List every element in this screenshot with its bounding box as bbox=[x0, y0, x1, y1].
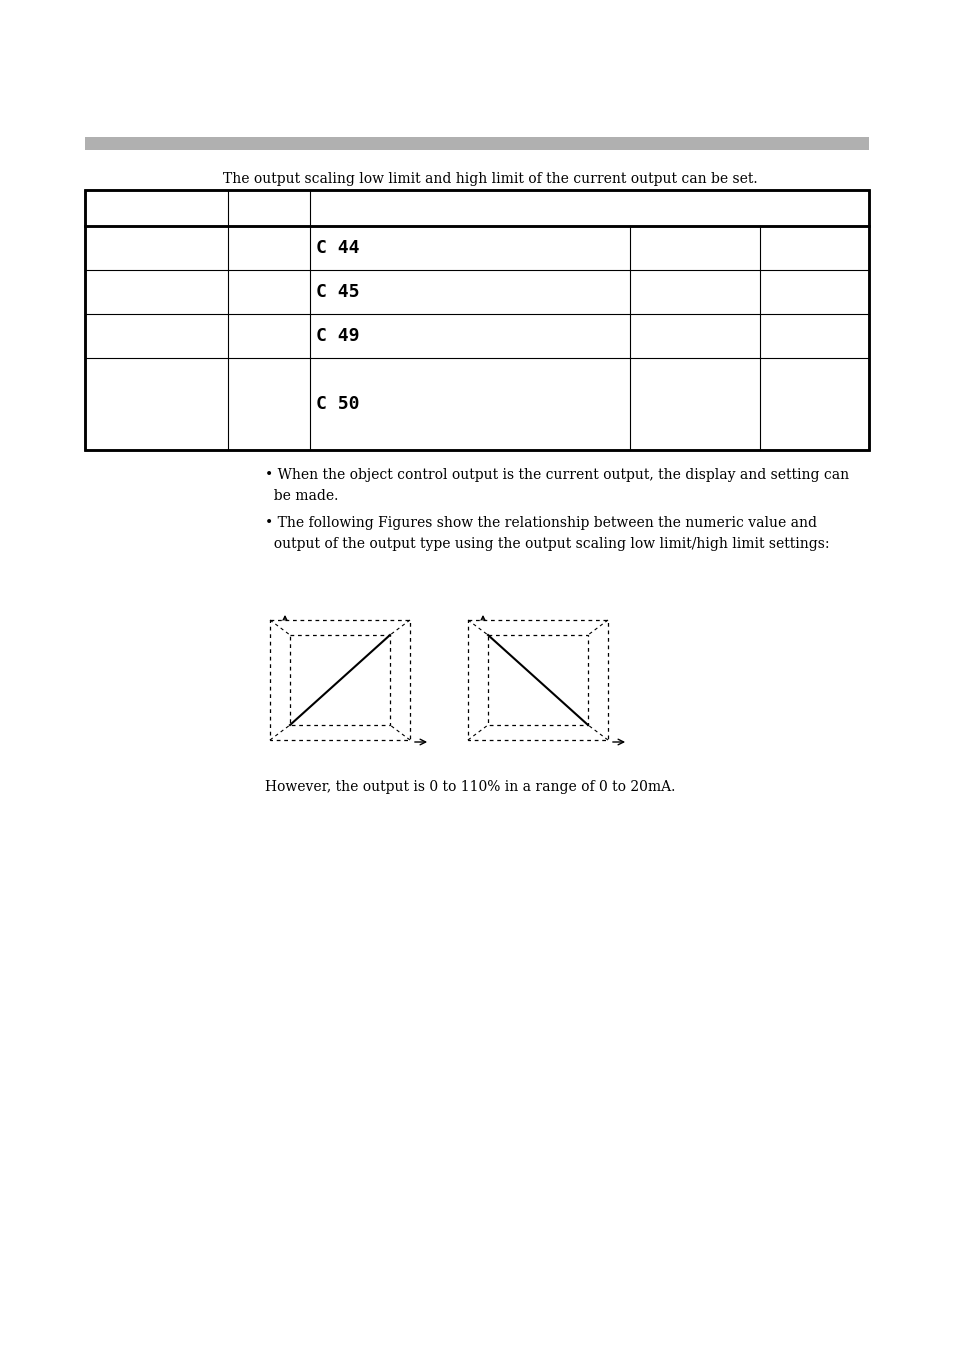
Text: C 45: C 45 bbox=[315, 282, 359, 301]
Text: • When the object control output is the current output, the display and setting : • When the object control output is the … bbox=[265, 467, 848, 503]
Bar bbox=[290, 635, 390, 725]
Bar bbox=[270, 620, 410, 740]
Text: However, the output is 0 to 110% in a range of 0 to 20mA.: However, the output is 0 to 110% in a ra… bbox=[265, 780, 675, 794]
Text: C 44: C 44 bbox=[315, 239, 359, 257]
Bar bbox=[85, 190, 868, 450]
Text: • The following Figures show the relationship between the numeric value and
  ou: • The following Figures show the relatio… bbox=[265, 516, 828, 551]
Text: C 50: C 50 bbox=[315, 394, 359, 413]
Bar bbox=[85, 136, 868, 150]
Bar bbox=[85, 190, 868, 450]
Text: The output scaling low limit and high limit of the current output can be set.: The output scaling low limit and high li… bbox=[222, 172, 757, 186]
Bar bbox=[488, 635, 587, 725]
Bar bbox=[468, 620, 607, 740]
Text: C 49: C 49 bbox=[315, 327, 359, 345]
